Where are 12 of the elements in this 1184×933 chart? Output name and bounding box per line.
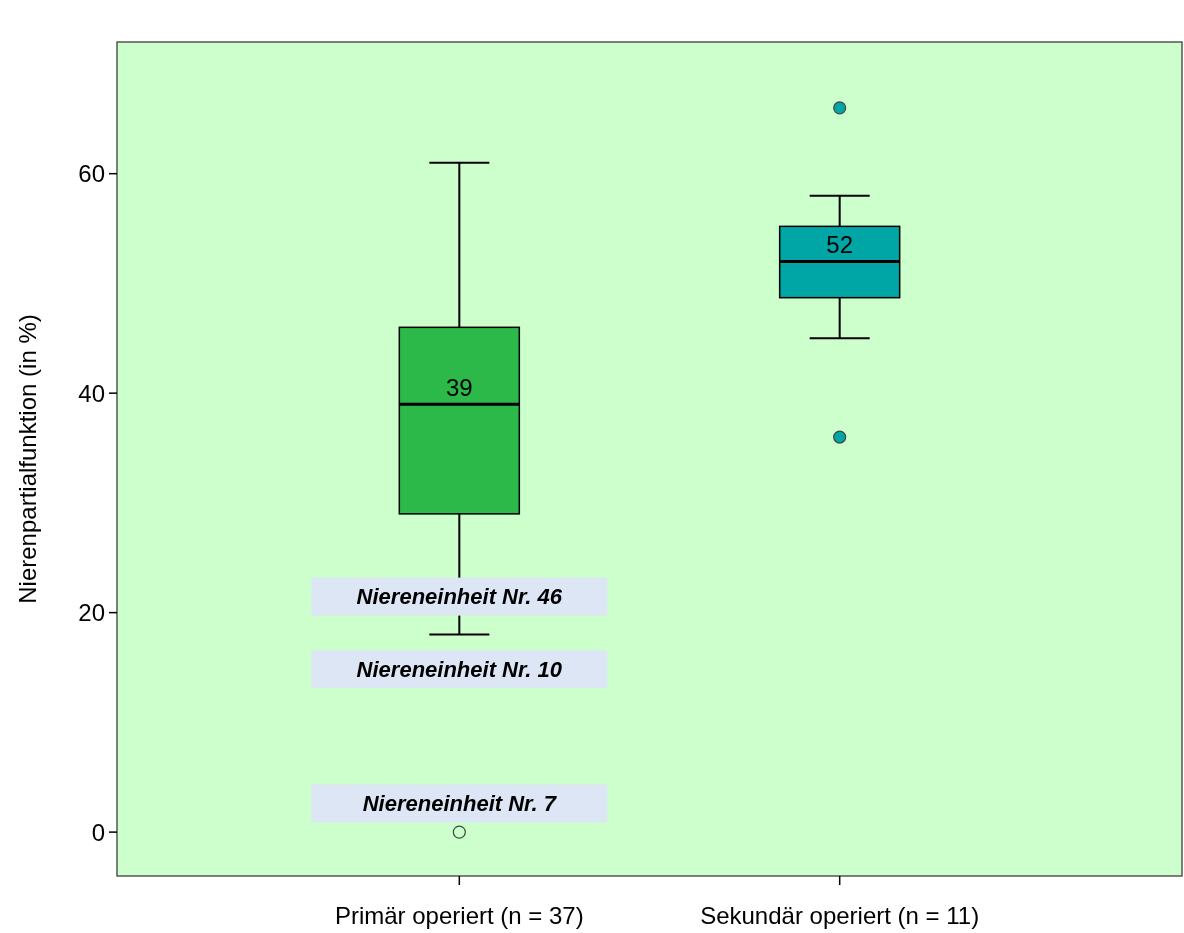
annotation: Niereneinheit Nr. 7	[362, 791, 558, 817]
annotation: Niereneinheit Nr. 46	[356, 584, 563, 610]
y-axis-title: Nierenpartialfunktion (in %)	[14, 314, 41, 604]
x-tick-label: Sekundär operiert (n = 11)	[700, 902, 980, 929]
y-tick-label: 60	[78, 160, 105, 188]
annotation: Niereneinheit Nr. 10	[356, 656, 563, 682]
text: 39	[445, 374, 473, 402]
x-tick-label: Primär operiert (n = 37)	[334, 902, 584, 929]
y-tick-label: 40	[78, 379, 105, 407]
y-tick-label: 20	[78, 599, 105, 627]
text: 52	[826, 231, 854, 259]
y-tick-label: 0	[91, 818, 105, 846]
